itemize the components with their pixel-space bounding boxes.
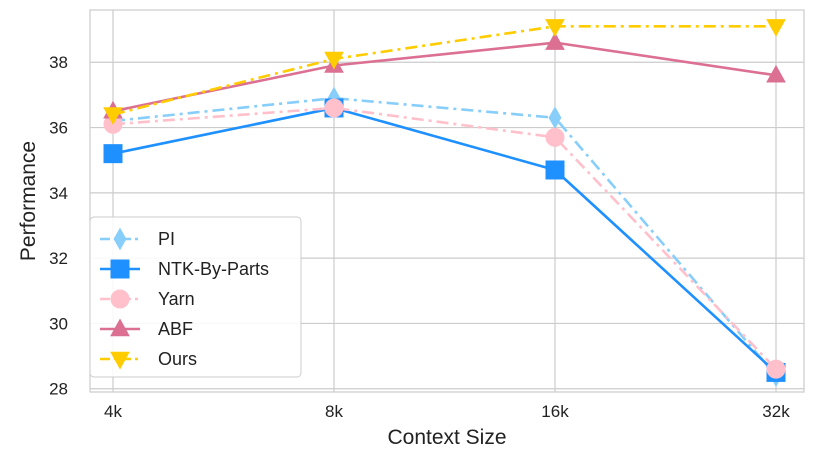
data-point [545, 160, 565, 180]
series-ours [103, 19, 786, 125]
data-point [766, 19, 786, 37]
y-tick-label: 30 [49, 314, 68, 333]
x-tick-label: 4k [104, 402, 122, 421]
data-point [766, 64, 786, 83]
series-line [112, 41, 777, 113]
series-layer [103, 19, 786, 388]
legend-entry: Yarn [100, 289, 195, 309]
legend-marker [110, 259, 130, 279]
data-point [324, 51, 344, 70]
legend-entry: PI [100, 227, 175, 251]
legend-label: PI [158, 229, 175, 249]
series-line [112, 96, 777, 377]
data-point [324, 98, 344, 118]
y-tick-label: 32 [49, 249, 68, 268]
legend-entry: NTK-By-Parts [100, 259, 269, 279]
tick-labels: 28 30 32 34 36 38 4k 8k 16k 32k [49, 53, 790, 421]
y-tick-label: 28 [49, 380, 68, 399]
legend-marker [110, 351, 130, 370]
data-point [548, 106, 562, 130]
x-tick-label: 32k [762, 402, 790, 421]
legend: PI NTK-By-Parts Yarn ABF Ours [89, 216, 302, 378]
legend-label: Yarn [158, 289, 195, 309]
series-line [112, 25, 776, 116]
data-point [766, 359, 786, 379]
y-tick-label: 34 [49, 184, 68, 203]
x-tick-label: 16k [541, 402, 569, 421]
legend-label: Ours [158, 349, 197, 369]
legend-entry: Ours [100, 349, 197, 370]
plot-frame [89, 9, 805, 393]
legend-marker [110, 318, 130, 337]
data-point [103, 144, 123, 164]
series-abf [103, 32, 786, 119]
y-axis-label: Performance [17, 141, 40, 261]
legend-marker [113, 227, 127, 251]
series-line [112, 106, 777, 374]
data-point [545, 32, 565, 50]
series-yarn [103, 98, 786, 379]
y-tick-label: 36 [49, 119, 68, 138]
legend-box [89, 216, 302, 378]
data-point [103, 107, 123, 125]
x-axis-label: Context Size [387, 426, 506, 449]
data-point [545, 19, 565, 37]
legend-label: NTK-By-Parts [158, 259, 269, 279]
legend-label: ABF [158, 319, 193, 339]
legend-marker [110, 289, 130, 309]
x-tick-label: 8k [325, 402, 343, 421]
series-line [112, 106, 777, 371]
data-point [545, 127, 565, 147]
y-tick-label: 38 [49, 53, 68, 72]
legend-entry: ABF [100, 318, 193, 339]
